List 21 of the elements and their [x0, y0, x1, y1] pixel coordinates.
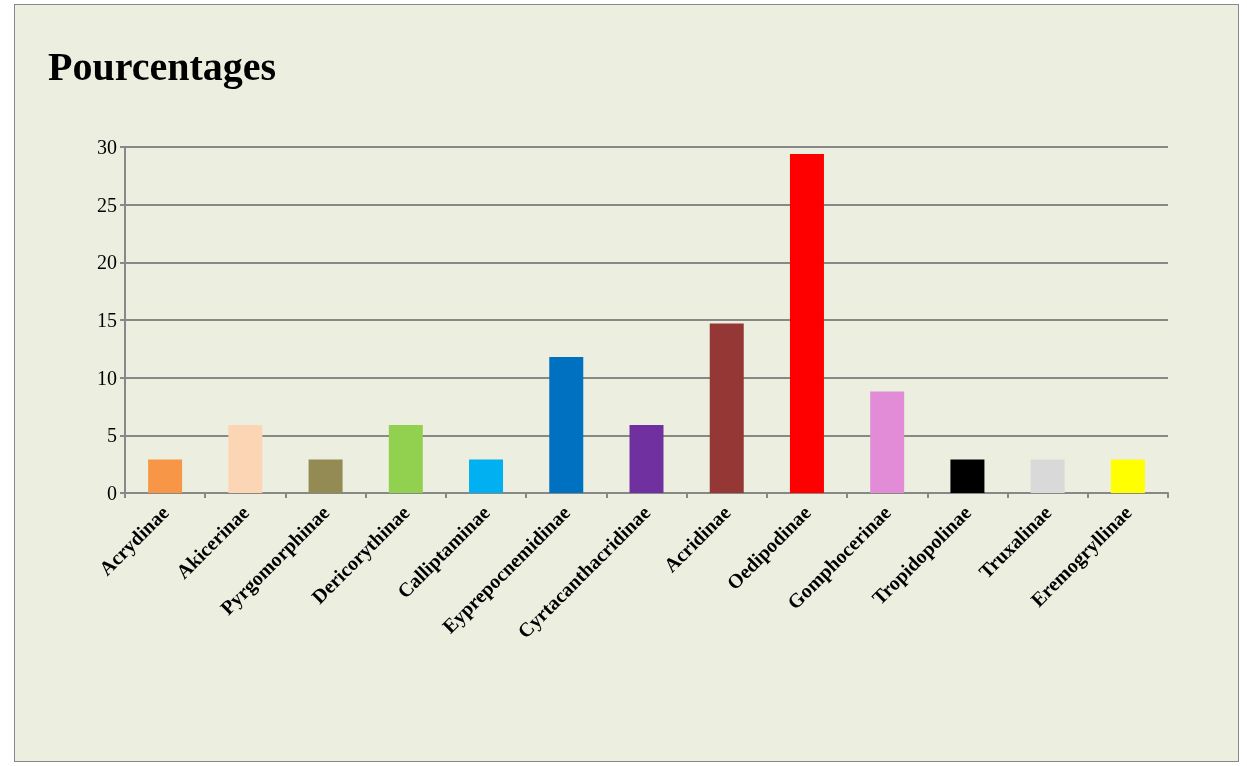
bar: [629, 424, 664, 493]
chart-title: Pourcentages: [48, 43, 277, 89]
bar: [1030, 459, 1065, 493]
bar: [308, 459, 343, 493]
bar: [388, 424, 423, 493]
y-tick-label: 25: [97, 193, 117, 216]
bar: [789, 153, 824, 493]
bar: [1110, 459, 1145, 493]
y-tick-label: 30: [97, 136, 117, 158]
y-tick-label: 0: [107, 482, 117, 504]
bar: [709, 323, 744, 493]
bar: [950, 459, 985, 493]
bar: [870, 391, 905, 493]
bar: [549, 356, 584, 493]
y-tick-label: 10: [97, 366, 117, 389]
y-tick-label: 15: [97, 309, 117, 331]
y-tick-label: 20: [97, 251, 117, 274]
bar: [469, 459, 504, 493]
bar: [228, 424, 263, 493]
y-tick-label: 5: [107, 424, 117, 447]
bar: [148, 459, 183, 493]
